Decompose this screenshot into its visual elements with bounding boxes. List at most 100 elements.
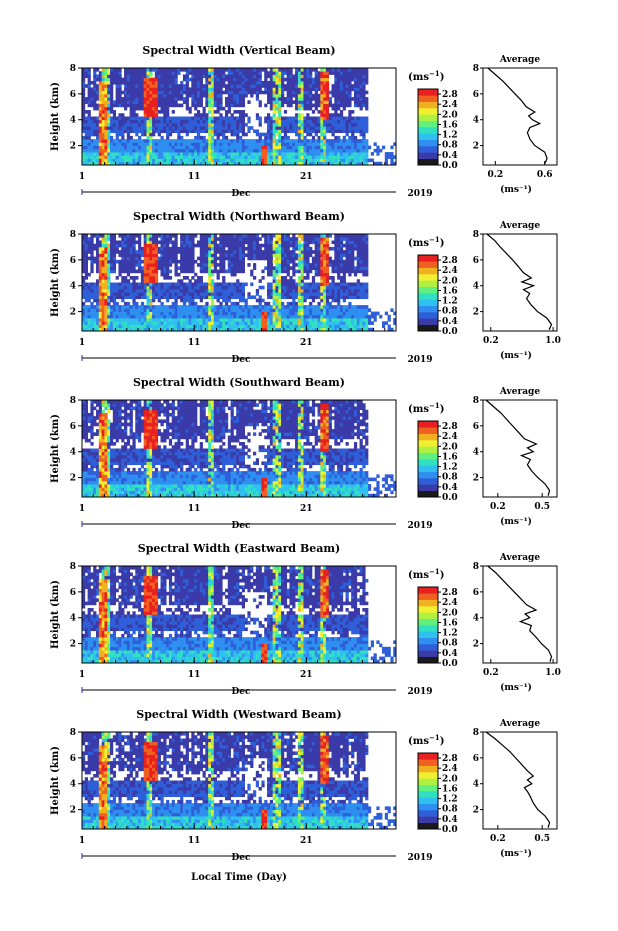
heatmap-cell <box>210 324 215 329</box>
heatmap-cell <box>90 256 94 261</box>
heatmap-cell <box>258 321 262 325</box>
heatmap-cell <box>199 305 203 309</box>
heatmap-cell <box>96 155 100 159</box>
heatmap-cell <box>258 84 262 88</box>
heatmap-cell <box>216 321 220 325</box>
heatmap-cell <box>124 301 128 306</box>
heatmap-cell <box>166 110 170 114</box>
heatmap-cell <box>180 80 184 85</box>
heatmap-cell <box>166 106 170 111</box>
heatmap-cell <box>289 243 293 248</box>
heatmap-cell <box>306 68 310 72</box>
heatmap-cell <box>342 145 346 150</box>
heatmap-cell <box>138 116 142 121</box>
heatmap-cell <box>317 84 321 88</box>
heatmap-cell <box>250 321 254 325</box>
heatmap-cell <box>269 145 274 150</box>
heatmap-cell <box>205 116 209 121</box>
heatmap-cell <box>163 90 167 95</box>
heatmap-cell <box>166 100 170 104</box>
heatmap-cell <box>202 259 206 264</box>
heatmap-cell <box>174 116 178 121</box>
heatmap-cell <box>275 122 279 127</box>
heatmap-cell <box>295 87 299 92</box>
heatmap-cell <box>101 158 105 163</box>
heatmap-cell <box>191 152 195 156</box>
heatmap-cell <box>264 158 268 163</box>
heatmap-cell <box>224 240 229 245</box>
heatmap-cell <box>289 142 293 146</box>
heatmap-cell <box>339 155 344 159</box>
heatmap-cell <box>194 71 198 75</box>
heatmap-cell <box>171 139 175 143</box>
heatmap-cell <box>93 74 97 79</box>
heatmap-cell <box>107 276 111 280</box>
heatmap-cell <box>292 250 296 254</box>
average-x-tick-label: 0.6 <box>537 170 553 180</box>
heatmap-cell <box>166 276 170 280</box>
heatmap-cell <box>362 116 366 121</box>
heatmap-cell <box>143 152 147 156</box>
heatmap-cell <box>110 285 114 290</box>
heatmap-cell <box>93 314 97 319</box>
heatmap-cell <box>289 122 293 127</box>
heatmap-cell <box>353 87 358 92</box>
heatmap-cell <box>267 292 271 296</box>
heatmap-cell <box>205 237 209 241</box>
heatmap-cell <box>281 103 285 108</box>
heatmap-cell <box>359 126 363 130</box>
heatmap-cell <box>210 298 215 303</box>
heatmap-cell <box>311 77 316 82</box>
heatmap-cell <box>222 256 226 261</box>
heatmap-cell <box>163 282 167 287</box>
heatmap-cell <box>278 327 282 332</box>
heatmap-cell <box>267 253 271 258</box>
heatmap-cell <box>309 116 313 121</box>
heatmap-cell <box>317 139 321 143</box>
heatmap-cell <box>171 301 175 306</box>
heatmap-cell <box>247 321 251 325</box>
heatmap-cell <box>348 161 352 166</box>
heatmap-cell <box>174 122 178 127</box>
heatmap-cell <box>182 122 187 127</box>
heatmap-cell <box>129 285 133 290</box>
heatmap-cell <box>87 256 91 261</box>
heatmap-cell <box>132 311 136 316</box>
heatmap-cell <box>236 68 240 72</box>
heatmap-cell <box>241 142 245 146</box>
heatmap-cell <box>210 243 215 248</box>
heatmap-cell <box>163 129 167 134</box>
heatmap-cell <box>373 148 377 153</box>
heatmap-cell <box>163 240 167 245</box>
heatmap-cell <box>286 256 290 261</box>
heatmap-cell <box>143 113 147 117</box>
heatmap-cell <box>90 103 94 108</box>
heatmap-cell <box>241 250 245 254</box>
heatmap-cell <box>295 139 299 143</box>
heatmap-cell <box>146 122 150 127</box>
heatmap-cell <box>84 276 88 280</box>
heatmap-cell <box>311 129 316 134</box>
heatmap-cell <box>224 292 229 296</box>
heatmap-cell <box>239 327 243 332</box>
heatmap-cell <box>253 142 257 146</box>
heatmap-cell <box>132 256 136 261</box>
heatmap-cell <box>191 87 195 92</box>
heatmap-cell <box>126 74 131 79</box>
heatmap-cell <box>297 113 302 117</box>
heatmap-cell <box>264 116 268 121</box>
heatmap-cell <box>154 285 159 290</box>
heatmap-cell <box>171 77 175 82</box>
heatmap-cell <box>163 145 167 150</box>
heatmap-cell <box>188 259 192 264</box>
heatmap-cell <box>227 253 231 258</box>
heatmap-cell <box>376 161 380 166</box>
heatmap-cell <box>146 292 150 296</box>
heatmap-cell <box>115 80 119 85</box>
heatmap-cell <box>334 158 338 163</box>
heatmap-cell <box>309 308 313 312</box>
heatmap-cell <box>227 250 231 254</box>
heatmap-cell <box>199 240 203 245</box>
heatmap-cell <box>124 279 128 283</box>
heatmap-cell <box>132 119 136 124</box>
